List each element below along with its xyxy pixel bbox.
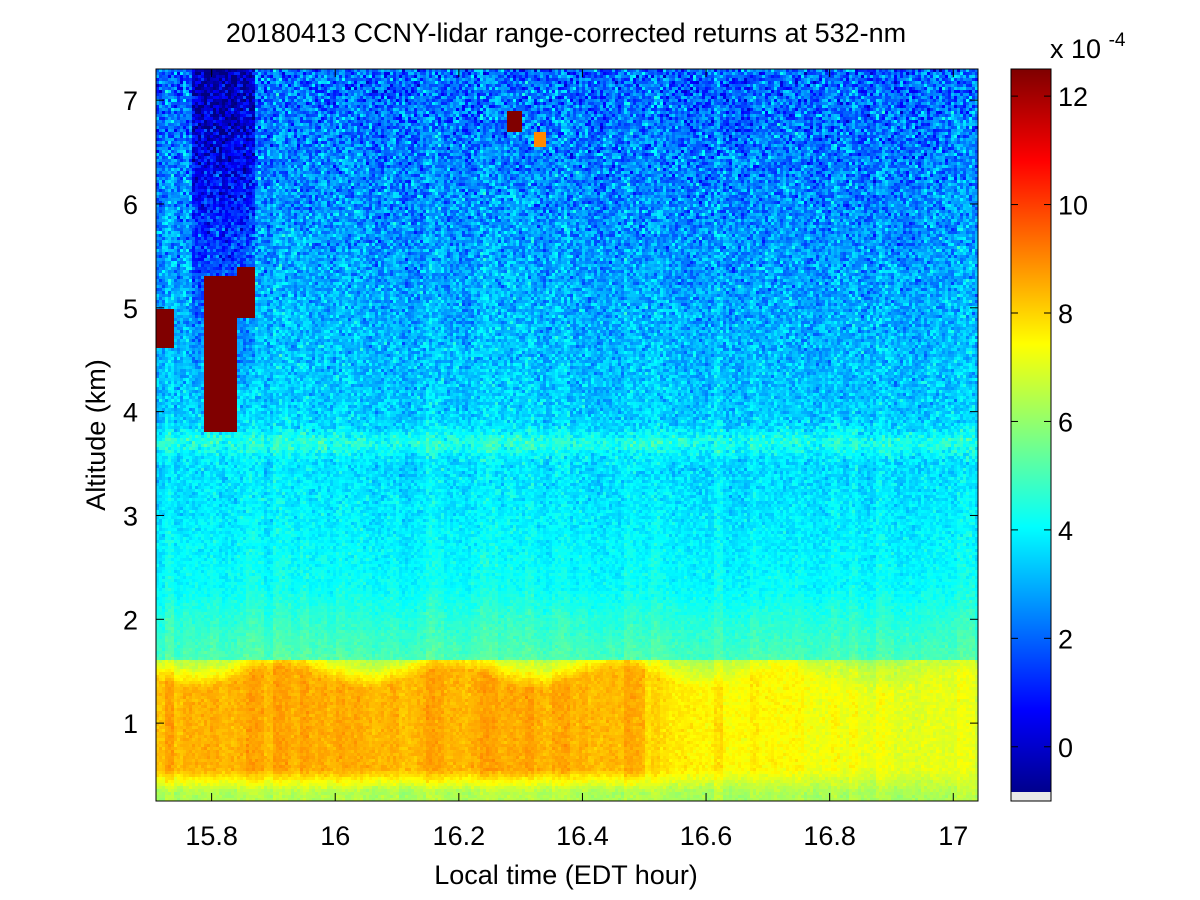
- x-axis-label: Local time (EDT hour): [434, 860, 698, 890]
- y-tick-label: 2: [123, 605, 138, 635]
- colorbar-frame: [1010, 68, 1052, 802]
- plot-frame: [155, 68, 979, 802]
- colorbar-tick-label: 8: [1058, 299, 1073, 329]
- y-axis-ticks: 1 2 3 4 5 6 7: [123, 86, 978, 739]
- x-tick-label: 17: [938, 821, 968, 851]
- y-tick-label: 7: [123, 86, 138, 116]
- y-tick-label: 3: [123, 501, 138, 531]
- y-tick-label: 1: [123, 709, 138, 739]
- y-axis-label: Altitude (km): [81, 359, 111, 511]
- chart-title: 20180413 CCNY-lidar range-corrected retu…: [226, 18, 906, 48]
- x-tick-label: 16.2: [433, 821, 486, 851]
- colorbar-container: [1011, 69, 1051, 801]
- colorbar-image: [1011, 69, 1051, 801]
- colorbar-tick-label: 6: [1058, 407, 1073, 437]
- colorbar-scale-exponent: -4: [1109, 30, 1126, 51]
- y-tick-label: 6: [123, 190, 138, 220]
- colorbar-tick-label: 0: [1058, 733, 1073, 763]
- x-tick-label: 16.4: [556, 821, 609, 851]
- colorbar-tick-label: 10: [1058, 191, 1088, 221]
- colorbar-scale-base: x 10: [1050, 34, 1101, 64]
- colorbar-tick-label: 2: [1058, 624, 1073, 654]
- x-tick-label: 16.8: [803, 821, 856, 851]
- colorbar-tick-label: 4: [1058, 516, 1073, 546]
- y-tick-label: 5: [123, 294, 138, 324]
- x-tick-label: 16.6: [680, 821, 733, 851]
- colorbar-ticks: 0 2 4 6 8 10 12: [1011, 82, 1088, 763]
- heatmap-container: [156, 69, 978, 801]
- x-tick-label: 15.8: [185, 821, 238, 851]
- colorbar-scale-label: x 10 -4: [1050, 30, 1126, 64]
- colorbar-tick-label: 12: [1058, 82, 1088, 112]
- x-axis-ticks: 15.8 16 16.2 16.4 16.6 16.8 17: [185, 69, 968, 851]
- heatmap-image: [156, 69, 978, 801]
- y-tick-label: 4: [123, 398, 138, 428]
- x-tick-label: 16: [320, 821, 350, 851]
